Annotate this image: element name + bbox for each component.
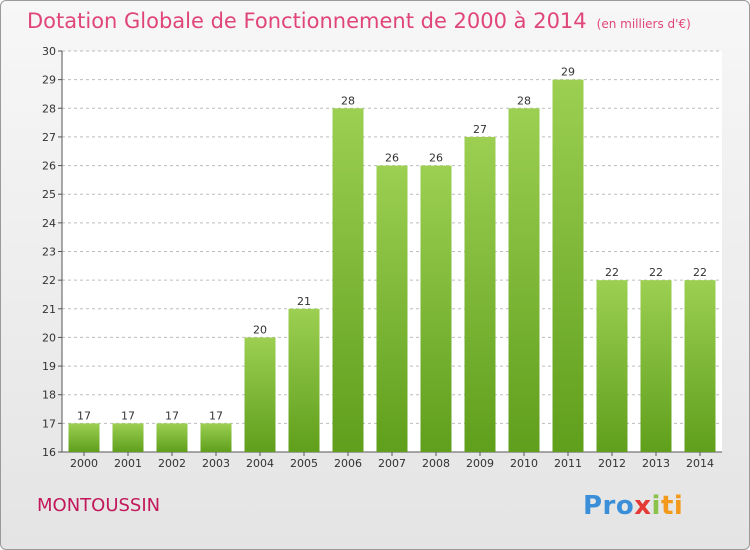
bar (332, 108, 364, 453)
bar (244, 337, 276, 452)
x-tick-label: 2004 (246, 457, 274, 470)
x-tick-label: 2009 (466, 457, 494, 470)
bar (200, 423, 232, 452)
bar (156, 423, 188, 452)
bar-value-label: 28 (517, 94, 531, 107)
logo-part-i: i (651, 491, 661, 521)
x-tick-label: 2003 (202, 457, 230, 470)
y-tick-label: 17 (42, 417, 56, 430)
bar (596, 280, 628, 452)
x-tick-label: 2008 (422, 457, 450, 470)
bar-value-label: 17 (209, 409, 223, 422)
y-tick-label: 23 (42, 246, 56, 259)
chart-subtitle: (en milliers d'€) (596, 17, 691, 31)
y-tick-label: 20 (42, 331, 56, 344)
x-tick-label: 2007 (378, 457, 406, 470)
place-name: MONTOUSSIN (37, 495, 161, 516)
x-tick-label: 2000 (70, 457, 98, 470)
y-tick-label: 16 (42, 446, 56, 459)
y-tick-label: 29 (42, 74, 56, 87)
y-tick-label: 30 (42, 45, 56, 58)
bar (552, 79, 584, 453)
y-tick-label: 24 (42, 217, 56, 230)
x-tick-label: 2011 (554, 457, 582, 470)
bar-value-label: 29 (561, 66, 575, 79)
x-tick-label: 2001 (114, 457, 142, 470)
bar-value-label: 20 (253, 323, 267, 336)
bar-value-label: 21 (297, 295, 311, 308)
y-tick-label: 25 (42, 188, 56, 201)
bar-value-label: 28 (341, 94, 355, 107)
bar (288, 308, 320, 452)
y-tick-label: 28 (42, 102, 56, 115)
logo-part-pro: Pro (583, 491, 635, 521)
bar-value-label: 26 (385, 152, 399, 165)
x-tick-label: 2005 (290, 457, 318, 470)
logo-part-x: x (634, 491, 652, 521)
x-tick-label: 2014 (686, 457, 714, 470)
bar-value-label: 26 (429, 152, 443, 165)
bar (684, 280, 716, 452)
proxiti-logo[interactable]: Proxiti (583, 491, 683, 521)
bar (420, 165, 452, 453)
y-tick-label: 18 (42, 389, 56, 402)
x-tick-label: 2002 (158, 457, 186, 470)
bar-value-label: 22 (693, 266, 707, 279)
bar (376, 165, 408, 453)
bar-value-label: 17 (77, 409, 91, 422)
bar (112, 423, 144, 452)
y-tick-label: 21 (42, 303, 56, 316)
chart-title-text: Dotation Globale de Fonctionnement de 20… (27, 9, 587, 33)
chart-title: Dotation Globale de Fonctionnement de 20… (27, 9, 691, 33)
y-tick-label: 22 (42, 274, 56, 287)
bar (640, 280, 672, 452)
bar (464, 136, 496, 452)
y-tick-label: 27 (42, 131, 56, 144)
x-tick-label: 2012 (598, 457, 626, 470)
bar-value-label: 22 (605, 266, 619, 279)
y-tick-label: 26 (42, 160, 56, 173)
x-tick-label: 2006 (334, 457, 362, 470)
bar-value-label: 22 (649, 266, 663, 279)
y-tick-label: 19 (42, 360, 56, 373)
bar-value-label: 17 (121, 409, 135, 422)
x-tick-label: 2013 (642, 457, 670, 470)
bar (68, 423, 100, 452)
bar-value-label: 27 (473, 123, 487, 136)
bar-value-label: 17 (165, 409, 179, 422)
x-tick-label: 2010 (510, 457, 538, 470)
bar (508, 108, 540, 453)
logo-part-ti: ti (660, 491, 684, 521)
